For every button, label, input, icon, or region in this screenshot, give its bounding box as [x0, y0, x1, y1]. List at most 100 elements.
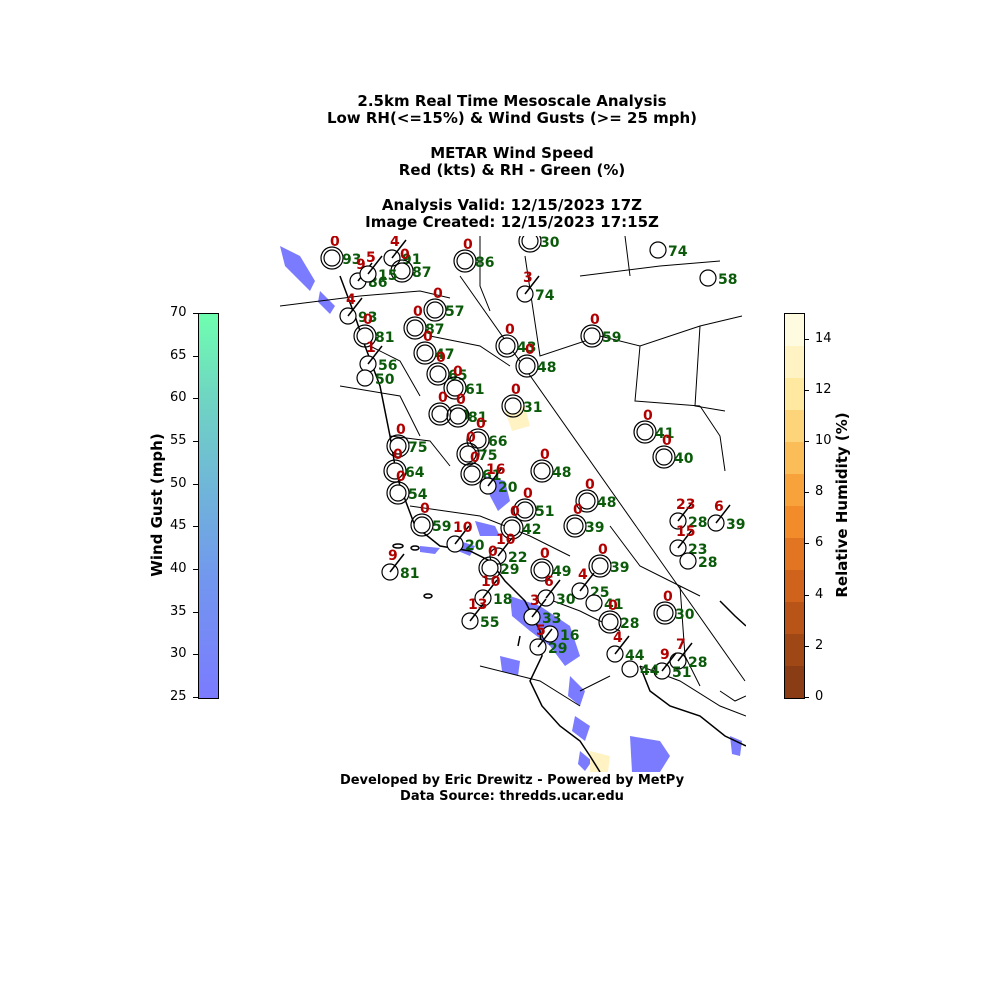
- station-relative-humidity: 47: [435, 347, 454, 363]
- map-panel: 0934910879865150863740307458493081057059…: [280, 236, 746, 772]
- station-wind-speed: 0: [488, 544, 498, 560]
- station-relative-humidity: 55: [480, 615, 499, 631]
- station-relative-humidity: 18: [493, 592, 512, 608]
- station-plot: 28: [679, 552, 717, 571]
- rh-tick-label: 14: [815, 330, 832, 346]
- station-sky-cover-icon: [386, 462, 404, 480]
- station-relative-humidity: 15: [378, 268, 397, 284]
- wind-barb-icon: [367, 345, 383, 365]
- station-wind-speed: 3: [523, 270, 533, 286]
- station-plot: 087: [390, 247, 431, 283]
- wind-barb-icon: [579, 572, 595, 592]
- station-plot: 74: [649, 241, 688, 260]
- station-relative-humidity: 30: [675, 607, 695, 623]
- station-sky-cover-icon: [463, 465, 481, 483]
- station-sky-cover-icon: [431, 405, 449, 423]
- station-plot: 951: [653, 647, 691, 681]
- station-relative-humidity: 51: [535, 504, 554, 520]
- station-plot: 093: [320, 236, 361, 270]
- station-plot: 039: [563, 502, 604, 538]
- station-relative-humidity: 57: [445, 304, 464, 320]
- wind-gust-tick-label: 40: [170, 561, 187, 576]
- wind-barb-icon: [677, 529, 693, 549]
- station-sky-cover-icon: [459, 445, 477, 463]
- station-wind-speed: 4: [613, 630, 623, 646]
- rh-color-segment: [785, 666, 804, 698]
- station-wind-speed: 1: [366, 340, 376, 356]
- wind-barb-icon: [347, 297, 363, 317]
- station-plot: 493: [339, 292, 377, 326]
- station-relative-humidity: 75: [478, 448, 497, 464]
- calm-wind-icon: [653, 601, 677, 625]
- rh-color-segment: [785, 346, 804, 378]
- station-sky-cover-icon: [406, 319, 424, 337]
- station-wind-speed: 5: [536, 623, 546, 639]
- station-relative-humidity: 28: [698, 555, 717, 571]
- rh-tick-mark: [804, 492, 809, 494]
- station-wind-speed: 4: [578, 567, 588, 583]
- station-relative-humidity: 39: [585, 520, 604, 536]
- calm-wind-icon: [443, 376, 467, 400]
- station-plot: 048: [515, 342, 556, 378]
- station-sky-cover-icon: [585, 594, 603, 612]
- station-wind-speed: 9: [388, 548, 398, 564]
- wind-barb-icon: [677, 502, 693, 522]
- station-sky-cover-icon: [504, 397, 522, 415]
- wind-barb-icon: [389, 553, 405, 573]
- station-sky-cover-icon: [393, 262, 411, 280]
- calm-wind-icon: [633, 420, 657, 444]
- station-relative-humidity: 31: [523, 400, 542, 416]
- station-sky-cover-icon: [656, 604, 674, 622]
- rh-tick-mark: [804, 594, 809, 596]
- calm-wind-icon: [410, 513, 434, 537]
- station-plot: 031: [501, 382, 542, 418]
- station-plot: 981: [381, 548, 419, 582]
- station-plot: 075: [386, 422, 427, 458]
- rh-tick-mark: [804, 543, 809, 545]
- station-wind-speed: 0: [413, 304, 423, 320]
- calm-wind-icon: [530, 558, 554, 582]
- station-relative-humidity: 16: [560, 628, 579, 644]
- station-wind-speed: 10: [453, 520, 473, 536]
- calm-wind-icon: [518, 236, 542, 253]
- station-sky-cover-icon: [323, 249, 341, 267]
- station-wind-speed: 0: [438, 390, 448, 406]
- wind-gust-tick-mark: [193, 483, 198, 485]
- station-plot: 639: [707, 499, 745, 533]
- station-sky-cover-icon: [516, 501, 534, 519]
- wind-gust-tick-mark: [193, 355, 198, 357]
- station-wind-speed: 0: [643, 408, 653, 424]
- wind-barb-icon: [367, 255, 383, 275]
- station-wind-speed: 0: [525, 342, 535, 358]
- station-sky-cover-icon: [649, 241, 667, 259]
- station-plot: 630: [537, 574, 576, 608]
- station-plot: 061: [443, 364, 484, 400]
- calm-wind-icon: [386, 481, 410, 505]
- station-relative-humidity: 29: [548, 641, 567, 657]
- station-relative-humidity: 28: [688, 655, 707, 671]
- station-plots: 0934910879865150863740307458493081057059…: [320, 236, 745, 681]
- wind-barb-icon: [614, 635, 630, 655]
- station-relative-humidity: 30: [556, 592, 576, 608]
- wind-barb-icon: [677, 642, 693, 662]
- wind-gust-colorbar: [198, 313, 219, 699]
- station-wind-speed: 0: [456, 392, 466, 408]
- station-wind-speed: 0: [436, 350, 446, 366]
- state-borders: [280, 236, 746, 717]
- calm-wind-icon: [386, 434, 410, 458]
- calm-wind-icon: [446, 404, 470, 428]
- title-line-5: Analysis Valid: 12/15/2023 17Z: [381, 196, 643, 214]
- calm-wind-icon: [580, 324, 604, 348]
- station-plot: 039: [588, 542, 629, 578]
- station-wind-speed: 0: [590, 312, 600, 328]
- rh-color-segment: [785, 570, 804, 602]
- station-plot: 048: [575, 477, 616, 513]
- rh-tick-label: 12: [815, 381, 832, 397]
- relative-humidity-colorbar: [784, 313, 805, 699]
- station-plot: 425: [571, 567, 609, 601]
- station-relative-humidity: 33: [542, 611, 561, 627]
- station-wind-speed: 0: [598, 542, 608, 558]
- station-wind-speed: 7: [676, 637, 686, 653]
- rh-color-segment: [785, 634, 804, 666]
- rh-tick-mark: [804, 697, 809, 698]
